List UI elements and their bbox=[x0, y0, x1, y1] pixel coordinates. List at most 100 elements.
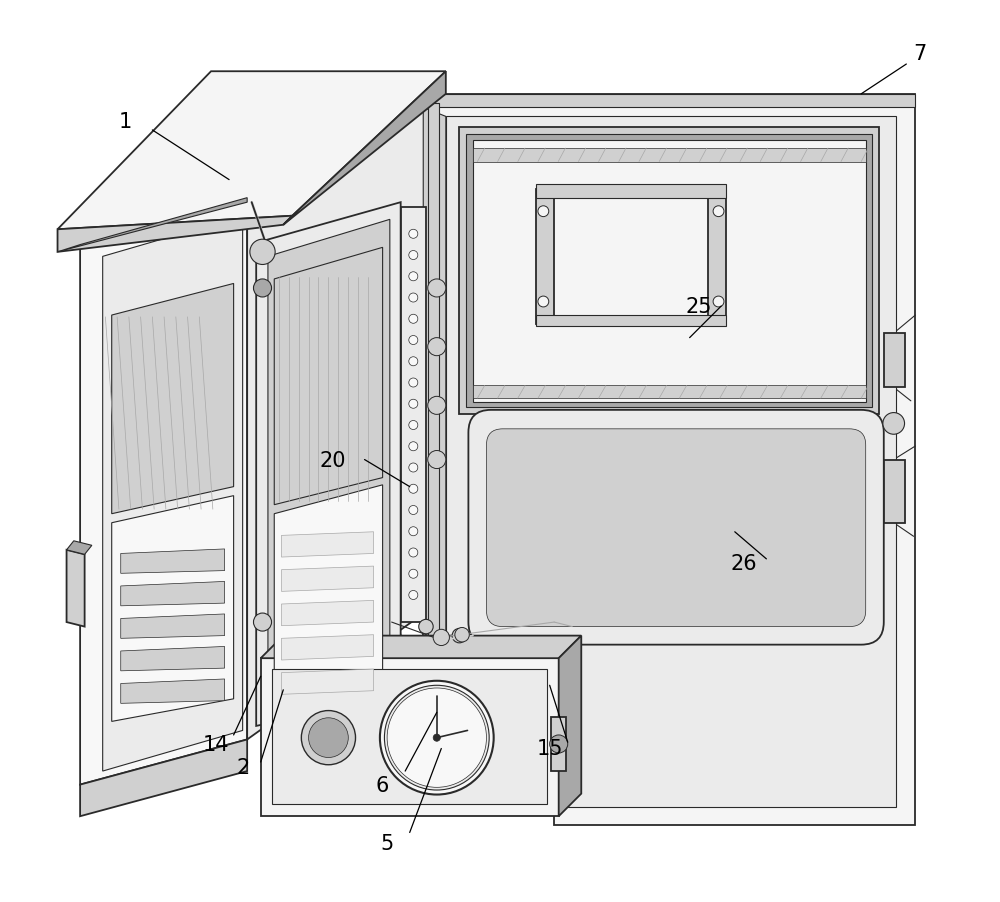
Polygon shape bbox=[536, 316, 726, 327]
Text: 1: 1 bbox=[119, 112, 132, 132]
Polygon shape bbox=[536, 189, 554, 325]
Circle shape bbox=[428, 397, 446, 415]
Circle shape bbox=[409, 548, 418, 557]
Circle shape bbox=[409, 506, 418, 515]
Polygon shape bbox=[536, 185, 726, 198]
Circle shape bbox=[409, 400, 418, 409]
Polygon shape bbox=[281, 669, 374, 695]
Polygon shape bbox=[281, 635, 374, 660]
Circle shape bbox=[428, 451, 446, 469]
Polygon shape bbox=[112, 496, 234, 722]
Polygon shape bbox=[551, 717, 566, 771]
Polygon shape bbox=[459, 128, 879, 415]
Polygon shape bbox=[423, 95, 915, 108]
Polygon shape bbox=[473, 386, 866, 399]
Polygon shape bbox=[67, 541, 92, 555]
Polygon shape bbox=[473, 149, 866, 162]
Circle shape bbox=[550, 735, 568, 753]
Text: 2: 2 bbox=[236, 757, 249, 777]
Polygon shape bbox=[281, 566, 374, 592]
Polygon shape bbox=[121, 614, 225, 639]
Circle shape bbox=[433, 734, 440, 741]
Circle shape bbox=[409, 272, 418, 281]
Text: 26: 26 bbox=[730, 554, 757, 574]
Text: 6: 6 bbox=[376, 775, 389, 795]
Polygon shape bbox=[261, 658, 559, 816]
Polygon shape bbox=[708, 189, 726, 325]
Polygon shape bbox=[884, 334, 905, 388]
Polygon shape bbox=[559, 636, 581, 816]
Polygon shape bbox=[268, 220, 390, 714]
Circle shape bbox=[409, 484, 418, 493]
Polygon shape bbox=[80, 198, 247, 785]
Polygon shape bbox=[261, 636, 581, 658]
Circle shape bbox=[409, 569, 418, 578]
Circle shape bbox=[253, 613, 272, 631]
Polygon shape bbox=[256, 203, 401, 726]
Polygon shape bbox=[80, 95, 437, 244]
Text: 7: 7 bbox=[913, 44, 927, 64]
Circle shape bbox=[455, 628, 469, 642]
Polygon shape bbox=[283, 72, 446, 225]
Circle shape bbox=[409, 336, 418, 345]
Circle shape bbox=[384, 686, 489, 790]
Circle shape bbox=[309, 718, 348, 758]
Circle shape bbox=[428, 280, 446, 298]
Polygon shape bbox=[274, 485, 383, 708]
Polygon shape bbox=[121, 647, 225, 671]
Circle shape bbox=[409, 421, 418, 430]
FancyBboxPatch shape bbox=[468, 410, 884, 645]
Circle shape bbox=[409, 527, 418, 536]
Polygon shape bbox=[80, 740, 247, 816]
Circle shape bbox=[452, 629, 467, 643]
Polygon shape bbox=[446, 117, 896, 807]
Circle shape bbox=[409, 591, 418, 600]
Text: 25: 25 bbox=[685, 297, 712, 317]
Polygon shape bbox=[423, 108, 446, 654]
Circle shape bbox=[409, 315, 418, 324]
Polygon shape bbox=[272, 669, 547, 805]
Circle shape bbox=[387, 688, 486, 787]
Circle shape bbox=[409, 357, 418, 366]
Polygon shape bbox=[112, 284, 234, 514]
Polygon shape bbox=[247, 95, 437, 740]
Circle shape bbox=[409, 442, 418, 451]
Polygon shape bbox=[281, 601, 374, 626]
Circle shape bbox=[883, 413, 905, 435]
Circle shape bbox=[538, 207, 549, 217]
Polygon shape bbox=[121, 582, 225, 606]
Circle shape bbox=[409, 230, 418, 239]
Circle shape bbox=[409, 252, 418, 261]
Circle shape bbox=[250, 240, 275, 265]
Polygon shape bbox=[274, 248, 383, 505]
Polygon shape bbox=[466, 135, 872, 408]
Circle shape bbox=[433, 630, 449, 646]
Circle shape bbox=[428, 338, 446, 356]
Circle shape bbox=[409, 464, 418, 473]
Polygon shape bbox=[428, 104, 439, 640]
Polygon shape bbox=[67, 550, 85, 627]
Polygon shape bbox=[121, 549, 225, 574]
Polygon shape bbox=[401, 207, 426, 622]
Polygon shape bbox=[58, 216, 292, 253]
Text: 14: 14 bbox=[202, 734, 229, 754]
Polygon shape bbox=[423, 95, 915, 825]
Circle shape bbox=[301, 711, 356, 765]
Circle shape bbox=[538, 297, 549, 308]
Circle shape bbox=[380, 681, 494, 795]
Polygon shape bbox=[884, 460, 905, 523]
Circle shape bbox=[713, 297, 724, 308]
Circle shape bbox=[253, 280, 272, 298]
Circle shape bbox=[409, 294, 418, 303]
FancyBboxPatch shape bbox=[486, 429, 866, 627]
Circle shape bbox=[713, 207, 724, 217]
Polygon shape bbox=[281, 532, 374, 557]
Text: 20: 20 bbox=[320, 450, 346, 470]
Circle shape bbox=[419, 620, 433, 634]
Polygon shape bbox=[58, 72, 446, 230]
Polygon shape bbox=[473, 141, 866, 402]
Circle shape bbox=[409, 379, 418, 388]
Text: 5: 5 bbox=[381, 833, 394, 853]
Polygon shape bbox=[121, 679, 225, 704]
Polygon shape bbox=[103, 216, 243, 771]
